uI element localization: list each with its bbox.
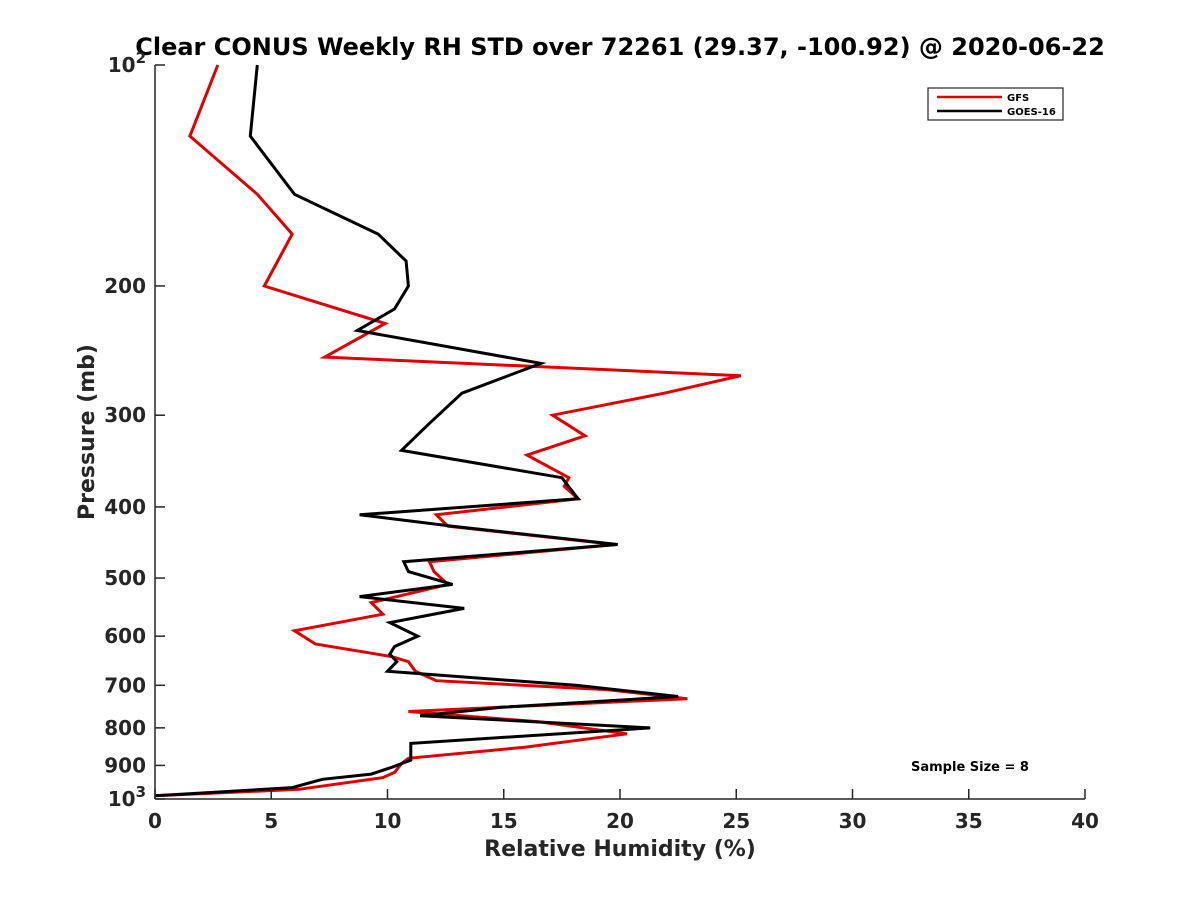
x-axis-title: Relative Humidity (%): [484, 837, 756, 862]
legend-label-gfs: GFS: [1007, 93, 1029, 104]
y-tick-label: 500: [104, 566, 146, 590]
plot-lines: [154, 64, 742, 798]
x-tick-label: 35: [955, 809, 983, 833]
y-tick-label: 900: [104, 753, 146, 777]
y-tick-label: 800: [104, 716, 146, 740]
y-tick-label: 300: [104, 403, 146, 427]
x-tick-label: 15: [490, 809, 518, 833]
x-tick-label: 10: [374, 809, 402, 833]
chart-title: Clear CONUS Weekly RH STD over 72261 (29…: [135, 33, 1105, 61]
x-tick-label: 5: [264, 809, 278, 833]
y-tick-label: 200: [104, 274, 146, 298]
y-axis-ticks: 102 200 300 400 500 600 700 800 900 103: [104, 49, 165, 811]
x-axis-ticks: 0 5 10 15 20 25 30 35 40: [148, 789, 1099, 833]
y-tick-label: 600: [104, 624, 146, 648]
legend-label-goes16: GOES-16: [1007, 107, 1056, 118]
sample-size-annotation: Sample Size = 8: [911, 760, 1029, 775]
series-line-goes16: [154, 64, 679, 798]
legend: GFS GOES-16: [927, 87, 1064, 121]
x-tick-label: 40: [1071, 809, 1099, 833]
x-tick-label: 20: [606, 809, 634, 833]
series-line-gfs: [154, 64, 742, 798]
x-tick-label: 0: [148, 809, 162, 833]
x-tick-label: 25: [722, 809, 750, 833]
x-tick-label: 30: [839, 809, 867, 833]
y-tick-label: 102: [108, 49, 146, 77]
y-tick-label: 400: [104, 495, 146, 519]
y-axis-title: Pressure (mb): [75, 344, 100, 520]
y-tick-label: 700: [104, 673, 146, 697]
legend-box: [927, 87, 1064, 121]
y-tick-label: 103: [108, 783, 146, 811]
